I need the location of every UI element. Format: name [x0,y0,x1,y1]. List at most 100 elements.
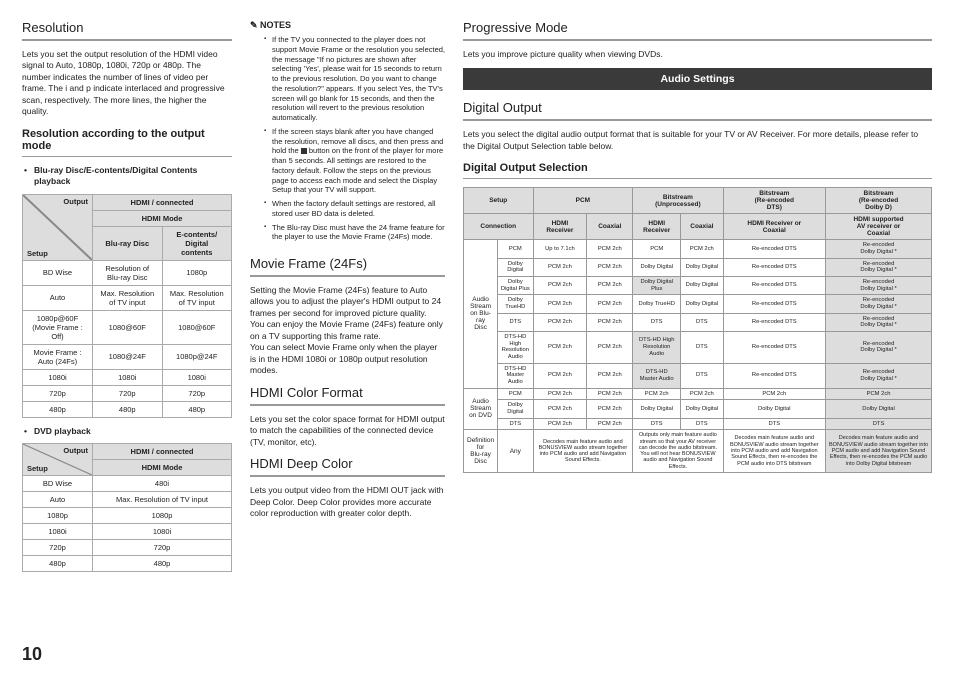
th-hdmi-connected-2: HDMI / connected [93,444,232,460]
dos-hdmi-r-1: HDMI Receiver [533,214,587,240]
table-cell: DTS [633,418,681,430]
table-cell: Dolby Digital [681,400,723,418]
table-cell: Re-encoded Dolby Digital * [826,331,932,363]
table-digital-output-selection: Setup PCM Bitstream (Unprocessed) Bitstr… [463,187,932,473]
table-cell: Dolby TrueHD [633,295,681,313]
label-output-2: Output [63,446,88,455]
table-cell: Resolution of Blu-ray Disc [93,260,163,285]
dos-defbr: Definition for Blu-ray Disc [464,430,498,473]
table-cell: DTS [498,313,533,331]
table-cell: 1080i [23,524,93,540]
column-1: Resolution Lets you set the output resol… [22,20,232,580]
table-cell: PCM 2ch [587,331,633,363]
dos-hdmi-coax: HDMI Receiver or Coaxial [723,214,826,240]
table-cell: PCM 2ch [533,418,587,430]
table-cell: PCM 2ch [587,418,633,430]
dos-bs-dd: Bitstream (Re-encoded Dolby D) [826,188,932,214]
table-cell: 1080p@24F [162,344,232,369]
table-cell: 480p [93,401,163,417]
table-cell: PCM 2ch [587,400,633,418]
table-cell: 1080i [23,369,93,385]
table-cell: 480p [23,556,93,572]
table-dvd-playback: Setup Output HDMI / connected HDMI Mode … [22,443,232,572]
heading-dos: Digital Output Selection [463,162,932,179]
table-cell: PCM 2ch [587,388,633,400]
table-cell: PCM 2ch [533,400,587,418]
hdmi-color-body: Lets you set the color space format for … [250,414,445,448]
digital-output-body: Lets you select the digital audio output… [463,129,932,152]
heading-res-mode: Resolution according to the output mode [22,128,232,157]
stop-icon [301,148,307,154]
table-cell: Dolby TrueHD [498,295,533,313]
table-cell: Dolby Digital [633,400,681,418]
dos-def-3: Decodes main feature audio and BONUSVIEW… [723,430,826,473]
table-cell: 480p [23,401,93,417]
table-cell: PCM 2ch [587,313,633,331]
th-bluray-disc: Blu-ray Disc [93,226,163,260]
table-cell: 720p [23,540,93,556]
dos-setup: Setup [464,188,534,214]
tbody-dvd: BD Wise480iAutoMax. Resolution of TV inp… [23,476,232,572]
table-cell: 1080p [93,508,232,524]
table-cell: PCM 2ch [533,295,587,313]
table-cell: PCM [498,388,533,400]
table-cell: Re-encoded Dolby Digital * [826,240,932,258]
table-cell: PCM [498,240,533,258]
heading-resolution: Resolution [22,20,232,41]
dos-any: Any [498,430,533,473]
table-cell: DTS [633,313,681,331]
th-hdmi-mode-2: HDMI Mode [93,460,232,476]
table-cell: 1080i [93,524,232,540]
table-cell: PCM 2ch [533,258,587,276]
dos-asbr: Audio Stream on Blu-ray Disc [464,240,498,388]
table-cell: PCM 2ch [587,277,633,295]
page-columns: Resolution Lets you set the output resol… [22,20,932,580]
table-cell: Re-encoded DTS [723,258,826,276]
th-hdmi-connected: HDMI / connected [93,194,232,210]
notes-heading: NOTES [250,20,445,31]
note-item: When the factory default settings are re… [264,199,445,223]
dos-asdvd: Audio Stream on DVD [464,388,498,430]
table-cell: Re-encoded DTS [723,240,826,258]
table-cell: PCM 2ch [587,295,633,313]
dos-pcm: PCM [533,188,633,214]
table-cell: Movie Frame : Auto (24Fs) [23,344,93,369]
table-cell: PCM 2ch [533,313,587,331]
heading-movie-frame: Movie Frame (24Fs) [250,256,445,277]
heading-hdmi-color: HDMI Color Format [250,385,445,406]
note-item: If the screen stays blank after you have… [264,127,445,199]
table-cell: DTS [498,418,533,430]
table-cell: PCM [633,240,681,258]
progressive-body: Lets you improve picture quality when vi… [463,49,932,60]
table-cell: 1080@24F [93,344,163,369]
tbody-bd: BD WiseResolution of Blu-ray Disc1080pAu… [23,260,232,417]
table-bd-playback: Setup Output HDMI / connected HDMI Mode … [22,194,232,418]
table-cell: PCM 2ch [533,277,587,295]
movie-frame-body: Setting the Movie Frame (24Fs) feature t… [250,285,445,377]
heading-hdmi-deep: HDMI Deep Color [250,456,445,477]
label-setup: Setup [27,249,48,258]
table-cell: BD Wise [23,476,93,492]
table-cell: DTS-HD Master Audio [633,363,681,388]
table-cell: Dolby Digital [681,258,723,276]
dos-hdmi-r-2: HDMI Receiver [633,214,681,240]
table-cell: Auto [23,285,93,310]
table-cell: Max. Resolution of TV input [93,285,163,310]
table-cell: Dolby Digital [681,295,723,313]
table-cell: DTS [681,331,723,363]
table-cell: 1080i [93,369,163,385]
bullet-dvd-playback: DVD playback [22,426,232,437]
table-cell: DTS [681,313,723,331]
table-cell: 1080p [23,508,93,524]
table-cell: Re-encoded DTS [723,277,826,295]
table-cell: DTS-HD Master Audio [498,363,533,388]
table-cell: Dolby Digital [681,277,723,295]
table-cell: Re-encoded DTS [723,295,826,313]
table-cell: Re-encoded Dolby Digital * [826,363,932,388]
table-cell: Re-encoded DTS [723,331,826,363]
table-cell: 720p [93,540,232,556]
table-cell: 720p [93,385,163,401]
table-cell: DTS [826,418,932,430]
dos-bs-dts: Bitstream (Re-encoded DTS) [723,188,826,214]
table-cell: PCM 2ch [533,363,587,388]
